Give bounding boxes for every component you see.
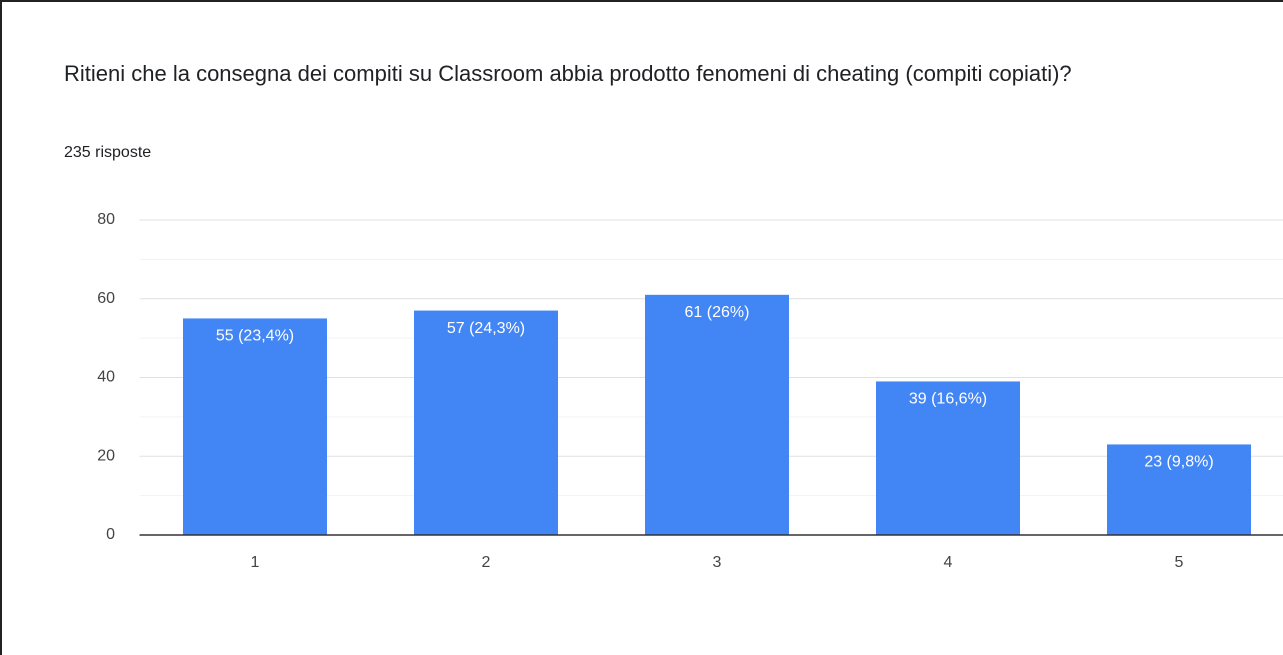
y-tick-label: 60 xyxy=(97,290,115,307)
data-label: 61 (26%) xyxy=(685,304,750,321)
bar xyxy=(183,318,327,535)
data-label: 57 (24,3%) xyxy=(447,320,525,337)
x-tick-label: 2 xyxy=(482,554,491,571)
x-tick-label: 4 xyxy=(944,554,953,571)
bar xyxy=(645,294,789,535)
bar xyxy=(1107,444,1251,535)
x-tick-label: 3 xyxy=(713,554,722,571)
bar xyxy=(876,381,1020,535)
bar xyxy=(414,310,558,535)
data-label: 55 (23,4%) xyxy=(216,328,294,345)
x-tick-label: 5 xyxy=(1175,554,1184,571)
x-tick-label: 1 xyxy=(251,554,260,571)
chart-subtitle: 235 risposte xyxy=(64,144,152,161)
data-label: 23 (9,8%) xyxy=(1144,454,1213,471)
y-tick-label: 80 xyxy=(97,211,115,228)
y-tick-label: 0 xyxy=(106,526,115,543)
y-tick-label: 20 xyxy=(97,447,115,464)
y-tick-label: 40 xyxy=(97,369,115,386)
chart-title: Ritieni che la consegna dei compiti su C… xyxy=(64,61,1072,86)
data-label: 39 (16,6%) xyxy=(909,391,987,408)
